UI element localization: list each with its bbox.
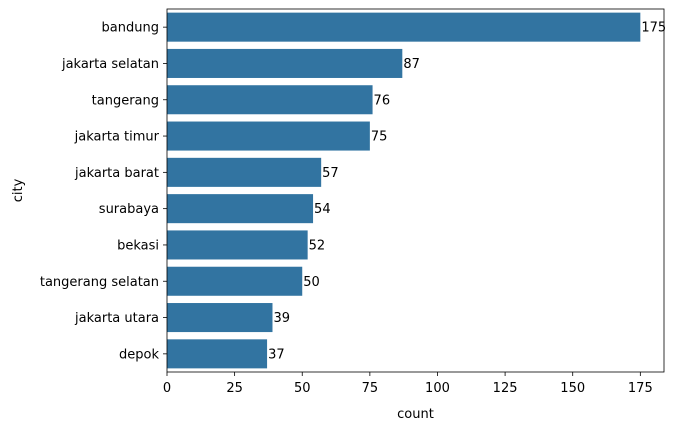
y-tick-label: jakarta timur	[74, 130, 160, 145]
bar-depok	[167, 339, 268, 369]
bar-bekasi	[167, 230, 308, 260]
plot-frame	[166, 8, 665, 373]
value-label: 175	[641, 21, 666, 36]
x-axis: 0 25 50 75 100 125 150 175	[163, 372, 653, 396]
x-tick-label: 0	[163, 381, 171, 396]
bar-tangerang	[167, 85, 373, 115]
bar-jakarta-timur	[167, 121, 370, 151]
x-axis-title: count	[397, 407, 434, 422]
y-tick-label: jakarta utara	[74, 311, 159, 326]
bar-jakarta-barat	[167, 157, 322, 187]
value-label: 87	[403, 57, 420, 72]
x-tick-label: 75	[362, 381, 379, 396]
y-tick-label: depok	[119, 347, 159, 362]
value-label: 75	[371, 130, 388, 145]
bar-jakarta-utara	[167, 303, 273, 333]
x-tick-label: 25	[226, 381, 243, 396]
value-label: 37	[268, 347, 285, 362]
bars-group	[167, 12, 641, 369]
value-label: 54	[314, 202, 331, 217]
y-axis: bandung jakarta selatan tangerang jakarta t…	[40, 21, 167, 362]
value-label: 57	[322, 166, 339, 181]
y-tick-label: jakarta barat	[74, 166, 159, 181]
y-tick-label: surabaya	[99, 202, 159, 217]
x-tick-label: 100	[425, 381, 450, 396]
bar-surabaya	[167, 194, 314, 224]
x-tick-label: 175	[628, 381, 653, 396]
y-tick-label: tangerang	[92, 93, 159, 108]
y-axis-title: city	[11, 178, 26, 202]
value-label: 52	[309, 238, 326, 253]
bar-bandung	[167, 12, 641, 42]
value-labels-group: 175 87 76 75 57 54 52 50 39 37	[268, 21, 666, 363]
y-tick-label: jakarta selatan	[61, 57, 159, 72]
x-tick-label: 125	[493, 381, 518, 396]
y-tick-label: bandung	[102, 21, 159, 36]
bar-jakarta-selatan	[167, 48, 403, 78]
x-tick-label: 50	[294, 381, 311, 396]
y-tick-label: bekasi	[117, 238, 159, 253]
value-label: 50	[303, 275, 320, 290]
x-tick-label: 150	[560, 381, 585, 396]
value-label: 76	[374, 93, 391, 108]
value-label: 39	[273, 311, 290, 326]
bar-tangerang-selatan	[167, 266, 303, 296]
y-tick-label: tangerang selatan	[40, 275, 159, 290]
